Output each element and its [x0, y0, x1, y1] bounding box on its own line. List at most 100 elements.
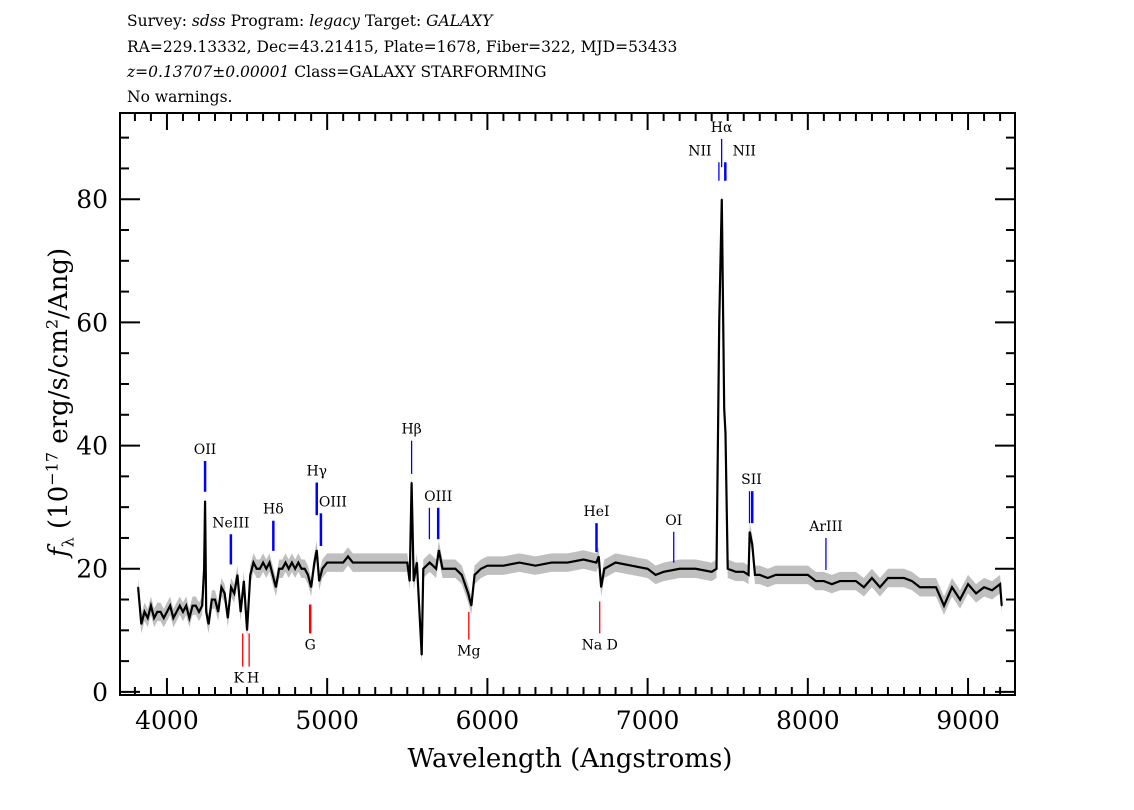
spectrum-point	[275, 586, 277, 588]
spectrum-point	[887, 577, 889, 579]
header-part: Target:	[359, 12, 427, 30]
spectrum-point	[166, 611, 168, 613]
spectrum-point	[352, 561, 354, 564]
spectrum-point	[721, 198, 723, 200]
spectrum-point	[791, 574, 793, 576]
spectrum-point	[313, 561, 315, 564]
spectrum-point	[582, 558, 585, 561]
spectrum-point	[326, 561, 328, 564]
spectrum-point	[871, 577, 873, 579]
spectrum-point	[441, 568, 444, 570]
spectrum-point	[467, 592, 469, 594]
spectrum-point	[205, 611, 207, 613]
spectrum-point	[179, 605, 181, 607]
spectrum-point	[211, 598, 213, 601]
spectrum-point	[566, 561, 569, 564]
spectrum-point	[390, 561, 392, 564]
spectrum-point	[185, 605, 187, 607]
spectrum-point	[518, 561, 521, 564]
spectrum-point	[723, 408, 725, 410]
spectrum-point	[413, 580, 415, 582]
spectrum-point	[754, 574, 756, 576]
spectrum-point	[321, 568, 323, 570]
uncertainty-band	[138, 189, 1002, 665]
spectrum-point	[374, 561, 376, 564]
spectrum-point	[454, 568, 456, 570]
spectrum-point	[416, 561, 418, 564]
x-tick-label: 8000	[776, 706, 840, 735]
spectrum-point	[473, 574, 476, 576]
spectrum-point	[252, 561, 255, 564]
spectrum-point	[743, 571, 745, 573]
spectrum-point	[406, 561, 408, 564]
spectrum-point	[767, 577, 769, 579]
x-tick-label: 5000	[295, 706, 359, 735]
header-part: Program:	[225, 12, 310, 30]
line-marker-label: SII	[741, 472, 762, 488]
spectrum-point	[208, 623, 210, 625]
spectrum-point	[175, 611, 178, 613]
spectrum-point	[695, 568, 697, 570]
spectrum-point	[182, 611, 184, 613]
spectrum-point	[718, 321, 720, 323]
spectrum-point	[429, 561, 431, 564]
spectrum-point	[630, 565, 633, 567]
spectrum-point	[140, 623, 142, 625]
header-line-warnings: No warnings.	[127, 88, 233, 106]
spectrum-point	[470, 605, 472, 607]
spectrum-point	[735, 571, 737, 573]
spectrum-point	[831, 583, 833, 585]
line-marker-label: OII	[194, 442, 217, 458]
spectrum-point	[188, 617, 190, 619]
x-tick-label: 7000	[616, 706, 680, 735]
spectrum-point	[943, 605, 945, 607]
spectrum-point	[163, 617, 165, 619]
spectrum-point	[358, 561, 360, 564]
spectrum-point	[863, 586, 865, 588]
spectrum-point	[256, 568, 258, 570]
spectrum-point	[839, 580, 841, 582]
spectrum-point	[927, 586, 929, 588]
spectrum-point	[759, 574, 761, 576]
spectrum-point	[310, 586, 312, 588]
spectrum-point	[201, 605, 203, 607]
spectrum-point	[663, 571, 665, 573]
spectrum-point	[169, 605, 171, 607]
spectrum-point	[461, 574, 463, 576]
line-marker-label: Na D	[582, 637, 618, 653]
spectrum-point	[243, 580, 245, 582]
header-line-survey: Survey: sdss Program: legacy Target: GAL…	[127, 10, 492, 32]
spectrum-point	[153, 617, 155, 619]
spectrum-point	[147, 617, 149, 619]
spectrum-point	[715, 568, 718, 570]
spectrum-point	[342, 561, 344, 564]
spectrum-point	[807, 574, 809, 576]
spectrum-point	[198, 611, 200, 613]
spectrum-point	[486, 565, 488, 567]
line-marker-label: G	[305, 637, 316, 653]
spectrum-point	[249, 574, 251, 576]
y-tick-label: 80	[76, 185, 108, 214]
line-marker-label: Mg	[457, 644, 480, 660]
spectrum-point	[246, 629, 248, 631]
spectrum-point	[600, 586, 602, 588]
spectrum-point	[409, 580, 411, 582]
line-marker-label: NII	[733, 143, 756, 159]
header-part: GALAXY	[426, 12, 493, 30]
class-value: Class=GALAXY STARFORMING	[289, 63, 547, 81]
spectrum-point	[195, 605, 197, 607]
spectrum-point	[281, 568, 283, 570]
spectrum-point	[935, 586, 937, 588]
spectrum-point	[150, 605, 152, 607]
spectrum-point	[655, 574, 657, 576]
spectrum-point	[598, 555, 600, 558]
spectrum-point	[291, 561, 293, 564]
spectrum-point	[959, 598, 961, 601]
spectrum-point	[262, 561, 264, 564]
spectrum-point	[172, 617, 174, 619]
spectrum-point	[855, 580, 857, 582]
spectrum-point	[421, 654, 423, 656]
spectrum-point	[550, 561, 553, 564]
spectrum-point	[823, 580, 825, 582]
spectrum-point	[137, 586, 139, 588]
